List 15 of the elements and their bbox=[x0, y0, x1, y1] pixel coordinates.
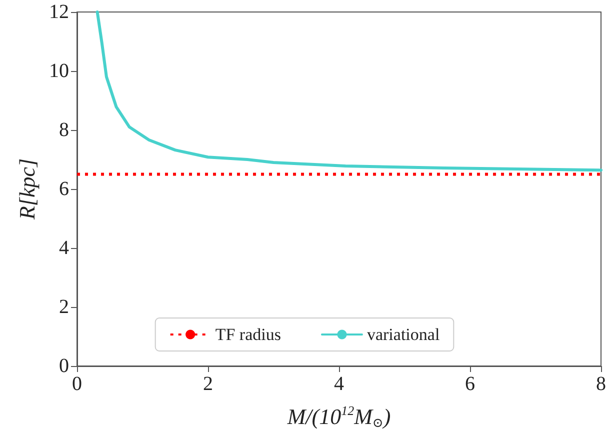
y-tick-label: 6 bbox=[59, 178, 69, 200]
y-tick-label: 12 bbox=[49, 1, 69, 23]
legend-label: TF radius bbox=[215, 325, 281, 344]
x-tick-label: 6 bbox=[465, 373, 475, 395]
line-series bbox=[96, 10, 602, 172]
x-tick-label: 4 bbox=[334, 373, 344, 395]
legend-label: variational bbox=[366, 325, 440, 344]
x-tick-label: 8 bbox=[596, 373, 606, 395]
y-tick-label: 0 bbox=[59, 355, 69, 377]
y-tick-label: 2 bbox=[59, 296, 69, 318]
x-tick-label: 2 bbox=[203, 373, 213, 395]
y-axis-title: R[kpc] bbox=[14, 158, 40, 221]
y-tick-label: 8 bbox=[59, 119, 69, 141]
y-tick-label: 4 bbox=[59, 237, 69, 259]
y-tick-label: 10 bbox=[49, 60, 69, 82]
